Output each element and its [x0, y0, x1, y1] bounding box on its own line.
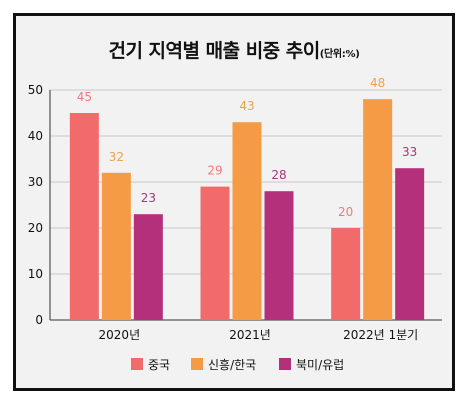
x-tick-label: 2022년 1분기 [343, 328, 418, 342]
bar [264, 191, 294, 320]
bar [331, 228, 361, 320]
legend-label: 신흥/한국 [208, 358, 256, 372]
bar [395, 168, 425, 320]
legend-swatch [131, 358, 143, 370]
y-tick-label: 20 [28, 221, 43, 235]
data-label: 29 [207, 164, 222, 178]
legend-label: 북미/유럽 [296, 358, 344, 372]
data-label: 33 [402, 145, 417, 159]
bar [69, 113, 99, 320]
chart-title-text: 건기 지역별 매출 비중 추이 [108, 40, 320, 62]
data-label: 45 [77, 90, 92, 104]
bar [133, 214, 163, 320]
data-label: 28 [271, 168, 286, 182]
bar [232, 122, 262, 320]
data-label: 32 [109, 150, 124, 164]
data-label: 20 [338, 205, 353, 219]
legend-swatch [279, 358, 291, 370]
y-tick-label: 10 [28, 267, 43, 281]
data-label: 23 [141, 191, 156, 205]
y-tick-label: 50 [28, 83, 43, 97]
legend-label: 중국 [148, 358, 170, 372]
data-label: 48 [370, 76, 385, 90]
chart-title: 건기 지역별 매출 비중 추이(단위:%) [16, 36, 452, 63]
chart-unit: (단위:%) [319, 49, 360, 60]
bar [101, 172, 131, 320]
y-tick-label: 30 [28, 175, 43, 189]
legend-swatch [191, 358, 203, 370]
x-tick-label: 2020년 [99, 328, 141, 342]
data-label: 43 [239, 99, 254, 113]
y-tick-label: 0 [35, 313, 43, 327]
y-tick-label: 40 [28, 129, 43, 143]
bar [363, 99, 393, 320]
x-tick-label: 2021년 [229, 328, 271, 342]
bar [200, 186, 230, 320]
